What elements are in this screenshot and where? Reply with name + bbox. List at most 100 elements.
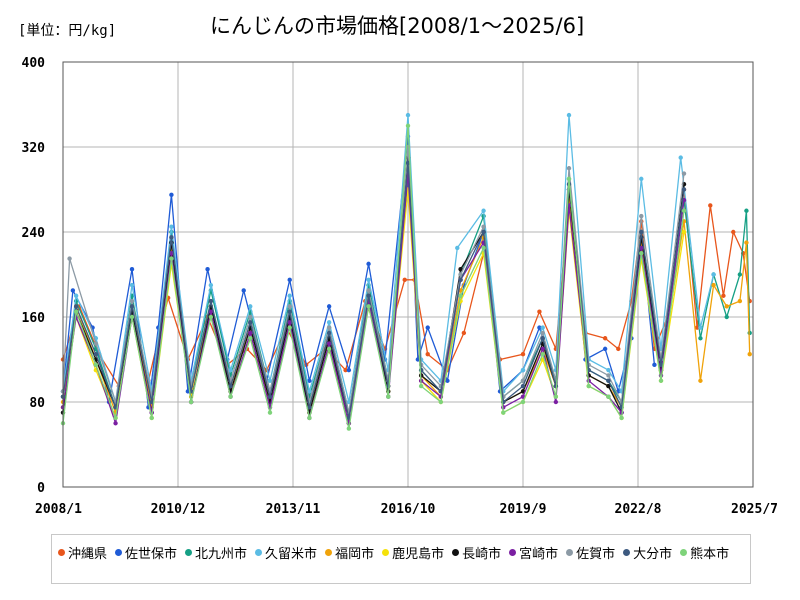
data-point: [678, 155, 683, 160]
data-point: [402, 277, 407, 283]
legend-item: 久留米市: [255, 543, 318, 562]
data-point: [652, 362, 657, 368]
legend-marker: [255, 548, 263, 556]
data-point: [149, 399, 154, 405]
series-8: [60, 171, 687, 426]
data-point: [744, 240, 749, 245]
data-point: [438, 399, 444, 405]
data-point: [287, 309, 292, 314]
x-tick-label: 2010/12: [151, 502, 206, 517]
data-point: [540, 325, 545, 330]
data-point: [458, 266, 463, 272]
legend-label: 長崎市: [462, 546, 502, 562]
data-point: [326, 304, 332, 309]
data-point: [481, 224, 486, 229]
data-point: [169, 224, 174, 229]
legend-label: 熊本市: [690, 546, 730, 562]
data-point: [113, 415, 118, 421]
legend-marker: [566, 548, 574, 556]
legend-marker: [115, 548, 123, 556]
data-point: [711, 282, 716, 288]
series-line: [62, 125, 685, 430]
data-point: [445, 378, 450, 383]
x-axis-ticks: 2008/1 2010/12 2013/11 2016/10 2019/9 2022/8 2…: [35, 502, 778, 517]
legend-label: 北九州市: [195, 546, 248, 562]
legend-label: 佐世保市: [125, 546, 178, 562]
data-point: [287, 320, 292, 325]
legend-label: 久留米市: [265, 546, 318, 562]
legend-marker: [680, 548, 688, 556]
legend-marker: [623, 548, 631, 556]
data-point: [566, 112, 572, 118]
data-point: [619, 415, 624, 421]
data-point: [639, 251, 644, 256]
data-point: [205, 266, 210, 272]
data-point: [616, 346, 621, 352]
data-point: [307, 389, 312, 394]
data-point: [241, 288, 246, 293]
data-point: [553, 399, 559, 405]
data-point: [658, 378, 664, 383]
data-point: [287, 304, 292, 309]
data-point: [307, 415, 312, 421]
data-point: [287, 277, 292, 283]
data-point: [540, 336, 545, 341]
data-point: [248, 330, 253, 336]
data-point: [606, 383, 611, 389]
legend-label: 鹿児島市: [392, 546, 445, 562]
data-point: [343, 367, 348, 373]
data-point: [438, 389, 444, 394]
legend-marker: [185, 548, 193, 556]
legend-label: 沖縄県: [68, 546, 108, 562]
data-point: [602, 336, 608, 341]
data-point: [169, 235, 174, 240]
data-point: [73, 309, 79, 314]
data-point: [708, 203, 713, 208]
data-point: [681, 187, 687, 192]
legend-item: 熊本市: [680, 543, 730, 562]
data-point: [326, 330, 332, 336]
data-point: [606, 378, 611, 383]
legend-item: 沖縄県: [58, 543, 108, 562]
data-point: [586, 383, 591, 389]
legend-item: 鹿児島市: [382, 543, 445, 562]
data-point: [248, 304, 253, 309]
y-axis-ticks: 0 80 160 240 320 400: [22, 56, 46, 496]
data-point: [425, 351, 430, 357]
data-point: [639, 213, 644, 219]
data-point: [481, 208, 486, 213]
data-point: [326, 325, 332, 330]
data-point: [169, 192, 174, 198]
legend-item: 福岡市: [325, 543, 374, 562]
data-point: [208, 309, 214, 314]
data-point: [366, 293, 371, 298]
data-point: [366, 304, 371, 309]
data-point: [458, 272, 463, 277]
data-point: [481, 245, 486, 251]
legend-marker: [509, 548, 517, 556]
data-point: [639, 229, 644, 235]
series-11: [60, 123, 687, 431]
data-point: [326, 320, 332, 325]
data-point: [681, 229, 687, 235]
data-point: [307, 378, 312, 383]
y-tick-label: 400: [22, 56, 46, 71]
data-point: [93, 351, 99, 357]
data-point: [287, 325, 292, 330]
data-point: [228, 367, 233, 373]
data-point: [93, 341, 99, 346]
x-tick-label: 2022/8: [615, 502, 662, 517]
data-point: [458, 293, 463, 298]
y-tick-label: 240: [22, 226, 46, 241]
data-point: [737, 298, 743, 304]
x-tick-label: 2016/10: [381, 502, 436, 517]
data-point: [698, 325, 703, 330]
data-point: [737, 272, 743, 277]
data-point: [731, 229, 736, 235]
data-point: [129, 298, 135, 304]
data-point: [537, 309, 542, 314]
data-point: [228, 394, 233, 399]
legend-marker: [58, 548, 65, 556]
data-point: [681, 171, 687, 176]
